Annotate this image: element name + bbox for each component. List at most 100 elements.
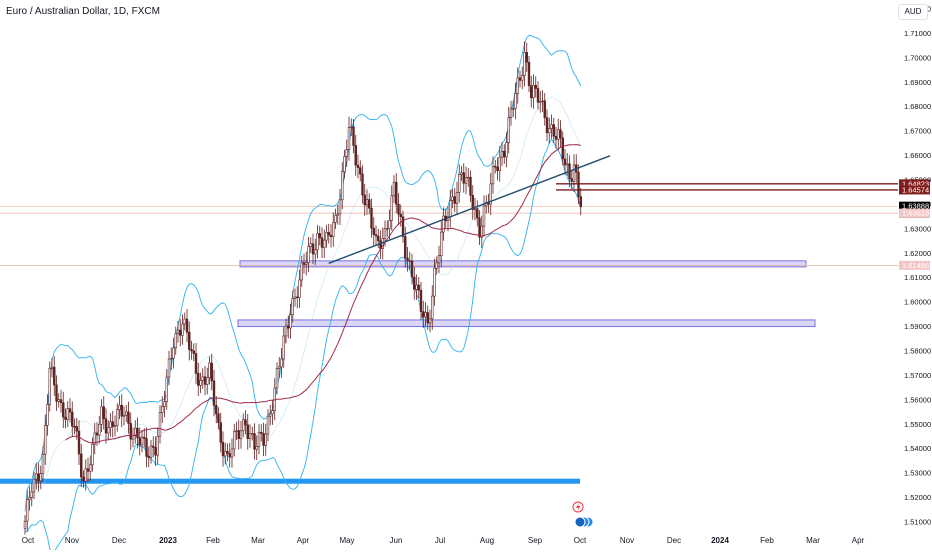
candle-body xyxy=(165,376,168,403)
candle-body xyxy=(334,214,337,223)
candle-body xyxy=(469,176,472,196)
candle xyxy=(237,419,240,450)
candle xyxy=(284,318,288,344)
trendline[interactable] xyxy=(328,155,611,264)
candle xyxy=(77,420,81,465)
candle xyxy=(379,230,382,259)
candle-body xyxy=(563,158,567,166)
candle xyxy=(476,200,479,227)
candle xyxy=(374,225,378,246)
candle-body xyxy=(242,419,245,432)
candle xyxy=(264,423,267,456)
candle-body xyxy=(122,414,126,417)
candle-body xyxy=(388,219,391,229)
price-tick-label: 1.55000 xyxy=(904,420,931,429)
candle-body xyxy=(201,376,204,381)
candle xyxy=(559,120,562,148)
price-tags-layer: 1.648231.645741.6388817:32:311.636231.61… xyxy=(899,179,931,270)
price-axis[interactable]: 1.720001.710001.700001.690001.680001.670… xyxy=(904,5,931,527)
candle xyxy=(163,391,166,418)
time-axis[interactable]: Oct Nov Dec 2023 Feb Mar Apr May Jun Jul Aug Sep Oct… xyxy=(22,536,865,545)
candle-body xyxy=(35,473,38,480)
candle-body xyxy=(147,456,150,458)
candle-body xyxy=(320,237,324,248)
candle-body xyxy=(64,416,67,420)
candle xyxy=(23,515,27,535)
chart-icons[interactable] xyxy=(572,501,594,528)
price-tick-label: 1.53000 xyxy=(904,469,931,478)
candle-body xyxy=(237,430,240,440)
candle-body xyxy=(197,373,200,386)
candle xyxy=(226,443,229,462)
trendline-layer[interactable] xyxy=(328,155,611,264)
currency-button[interactable]: AUD xyxy=(898,4,928,20)
candle xyxy=(494,159,497,174)
candle-body xyxy=(264,433,267,446)
candle-body xyxy=(167,358,171,378)
candle xyxy=(73,418,76,435)
candle-body xyxy=(336,213,339,216)
candle xyxy=(127,401,130,434)
candle-body xyxy=(149,445,153,458)
candle-body xyxy=(206,377,209,385)
candle-body xyxy=(476,208,479,219)
price-tick-label: 1.61000 xyxy=(904,273,931,282)
time-tick-label: Nov xyxy=(65,536,79,545)
candle-body xyxy=(455,192,459,204)
support-zone[interactable] xyxy=(0,478,580,484)
price-tick-label: 1.71000 xyxy=(904,29,931,38)
candle xyxy=(428,309,432,333)
candle xyxy=(26,489,29,531)
candle xyxy=(80,443,83,488)
candle xyxy=(469,170,472,203)
candle-body xyxy=(437,255,441,264)
candle xyxy=(455,181,459,215)
candle xyxy=(181,314,184,345)
candle xyxy=(334,208,337,229)
candle xyxy=(372,217,375,246)
candle xyxy=(399,204,402,227)
candle-body xyxy=(460,172,463,175)
candle xyxy=(244,410,247,435)
candle-body xyxy=(489,183,492,205)
candle xyxy=(194,343,198,384)
events-icon[interactable] xyxy=(574,516,594,528)
candle xyxy=(354,134,357,176)
candle-body xyxy=(93,432,96,445)
candle xyxy=(199,372,202,394)
lightning-icon[interactable] xyxy=(572,501,584,513)
candle-body xyxy=(566,163,569,166)
price-tick-label: 1.60000 xyxy=(904,298,931,307)
candle xyxy=(147,446,150,468)
price-tick-label: 1.63000 xyxy=(904,224,931,233)
candle-body xyxy=(181,323,184,336)
candle xyxy=(53,356,56,396)
candle-body xyxy=(152,445,155,448)
resistance-zone[interactable] xyxy=(239,260,807,268)
candle-body xyxy=(102,406,105,420)
candle xyxy=(431,285,434,330)
time-tick-label: Dec xyxy=(112,536,126,545)
candle xyxy=(39,465,42,489)
candle xyxy=(536,81,540,110)
candle xyxy=(500,142,504,167)
candle-body xyxy=(433,267,436,297)
candle-body xyxy=(514,93,517,109)
mid-zone[interactable] xyxy=(237,319,816,328)
candle-body xyxy=(71,411,74,427)
candle xyxy=(552,117,555,144)
candle-body xyxy=(532,85,535,99)
candle-body xyxy=(100,406,103,425)
candle xyxy=(509,100,513,126)
candle-body xyxy=(89,464,92,472)
candle-body xyxy=(494,165,497,168)
candle xyxy=(478,210,481,246)
candle xyxy=(224,442,227,465)
candle xyxy=(201,368,204,389)
candle-body xyxy=(203,376,207,385)
candle xyxy=(505,132,508,168)
candle xyxy=(577,164,580,205)
candle-body xyxy=(482,205,486,227)
